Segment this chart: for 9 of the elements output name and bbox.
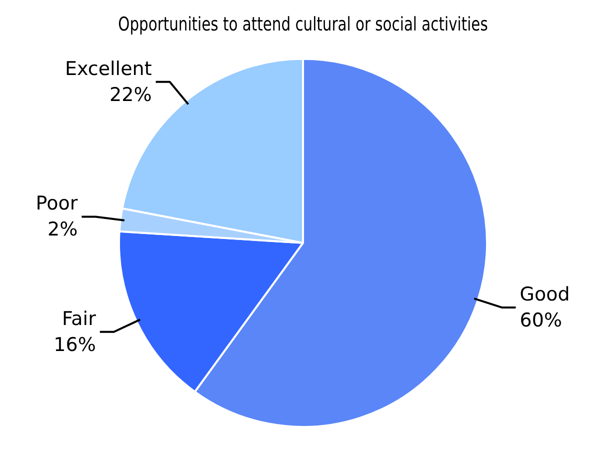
slice-label: Good (520, 283, 570, 306)
data-label: 2% (47, 218, 78, 241)
data-label: 16% (54, 334, 96, 356)
slice-label: Excellent (64, 58, 152, 80)
data-label: 22% (110, 84, 152, 106)
data-label: 60% (520, 309, 562, 332)
slice-label: Poor (36, 192, 78, 215)
slice-label: Fair (62, 308, 96, 330)
chart-title: Opportunities to attend cultural or social activities (118, 14, 488, 36)
